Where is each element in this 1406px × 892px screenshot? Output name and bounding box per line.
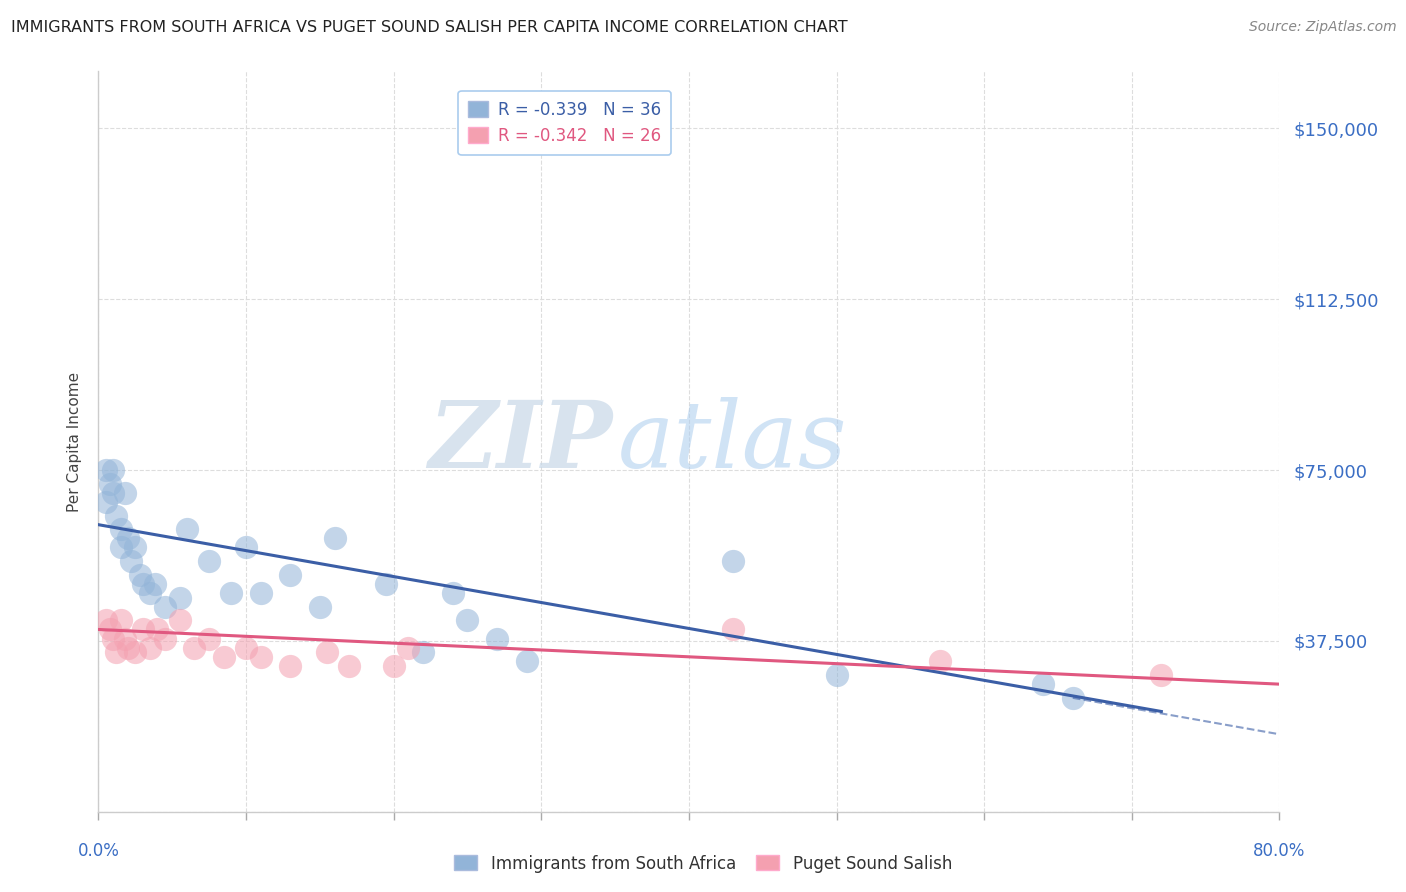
- Point: [110, 613, 132, 627]
- Point: [1150, 668, 1173, 682]
- Point: [120, 554, 142, 568]
- Text: ZIP: ZIP: [427, 397, 612, 486]
- Point: [103, 463, 125, 477]
- Text: atlas: atlas: [619, 397, 848, 486]
- Point: [105, 645, 128, 659]
- Point: [339, 659, 361, 673]
- Point: [146, 623, 169, 637]
- Point: [117, 532, 139, 546]
- Point: [153, 599, 176, 614]
- Point: [128, 567, 150, 582]
- Point: [139, 586, 162, 600]
- Point: [183, 640, 205, 655]
- Legend: Immigrants from South Africa, Puget Sound Salish: Immigrants from South Africa, Puget Soun…: [447, 848, 959, 880]
- Point: [117, 640, 139, 655]
- Point: [280, 659, 302, 673]
- Point: [153, 632, 176, 646]
- Point: [198, 632, 221, 646]
- Point: [198, 554, 221, 568]
- Point: [398, 640, 420, 655]
- Point: [110, 522, 132, 536]
- Point: [103, 485, 125, 500]
- Point: [457, 613, 479, 627]
- Point: [412, 645, 434, 659]
- Point: [114, 632, 136, 646]
- Point: [441, 586, 464, 600]
- Point: [94, 463, 117, 477]
- Text: 80.0%: 80.0%: [1253, 842, 1306, 860]
- Point: [143, 577, 166, 591]
- Point: [323, 532, 346, 546]
- Point: [309, 599, 332, 614]
- Text: Source: ZipAtlas.com: Source: ZipAtlas.com: [1249, 20, 1396, 34]
- Point: [124, 645, 146, 659]
- Point: [929, 654, 952, 668]
- Point: [103, 632, 125, 646]
- Point: [375, 577, 398, 591]
- Point: [1062, 690, 1084, 705]
- Point: [94, 495, 117, 509]
- Point: [825, 668, 848, 682]
- Point: [486, 632, 509, 646]
- Point: [382, 659, 405, 673]
- Point: [132, 623, 155, 637]
- Legend: R = -0.339   N = 36, R = -0.342   N = 26: R = -0.339 N = 36, R = -0.342 N = 26: [458, 91, 672, 155]
- Point: [98, 476, 121, 491]
- Point: [280, 567, 302, 582]
- Point: [212, 649, 235, 664]
- Point: [250, 649, 273, 664]
- Point: [176, 522, 198, 536]
- Point: [235, 640, 257, 655]
- Point: [132, 577, 155, 591]
- Point: [1032, 677, 1054, 691]
- Point: [723, 623, 745, 637]
- Point: [110, 541, 132, 555]
- Y-axis label: Per Capita Income: Per Capita Income: [67, 371, 83, 512]
- Point: [221, 586, 243, 600]
- Point: [124, 541, 146, 555]
- Point: [139, 640, 162, 655]
- Point: [316, 645, 339, 659]
- Point: [114, 485, 136, 500]
- Point: [169, 591, 191, 605]
- Point: [98, 623, 121, 637]
- Point: [250, 586, 273, 600]
- Point: [516, 654, 538, 668]
- Point: [723, 554, 745, 568]
- Point: [94, 613, 117, 627]
- Text: 0.0%: 0.0%: [77, 842, 120, 860]
- Point: [235, 541, 257, 555]
- Text: IMMIGRANTS FROM SOUTH AFRICA VS PUGET SOUND SALISH PER CAPITA INCOME CORRELATION: IMMIGRANTS FROM SOUTH AFRICA VS PUGET SO…: [11, 20, 848, 35]
- Point: [169, 613, 191, 627]
- Point: [105, 508, 128, 523]
